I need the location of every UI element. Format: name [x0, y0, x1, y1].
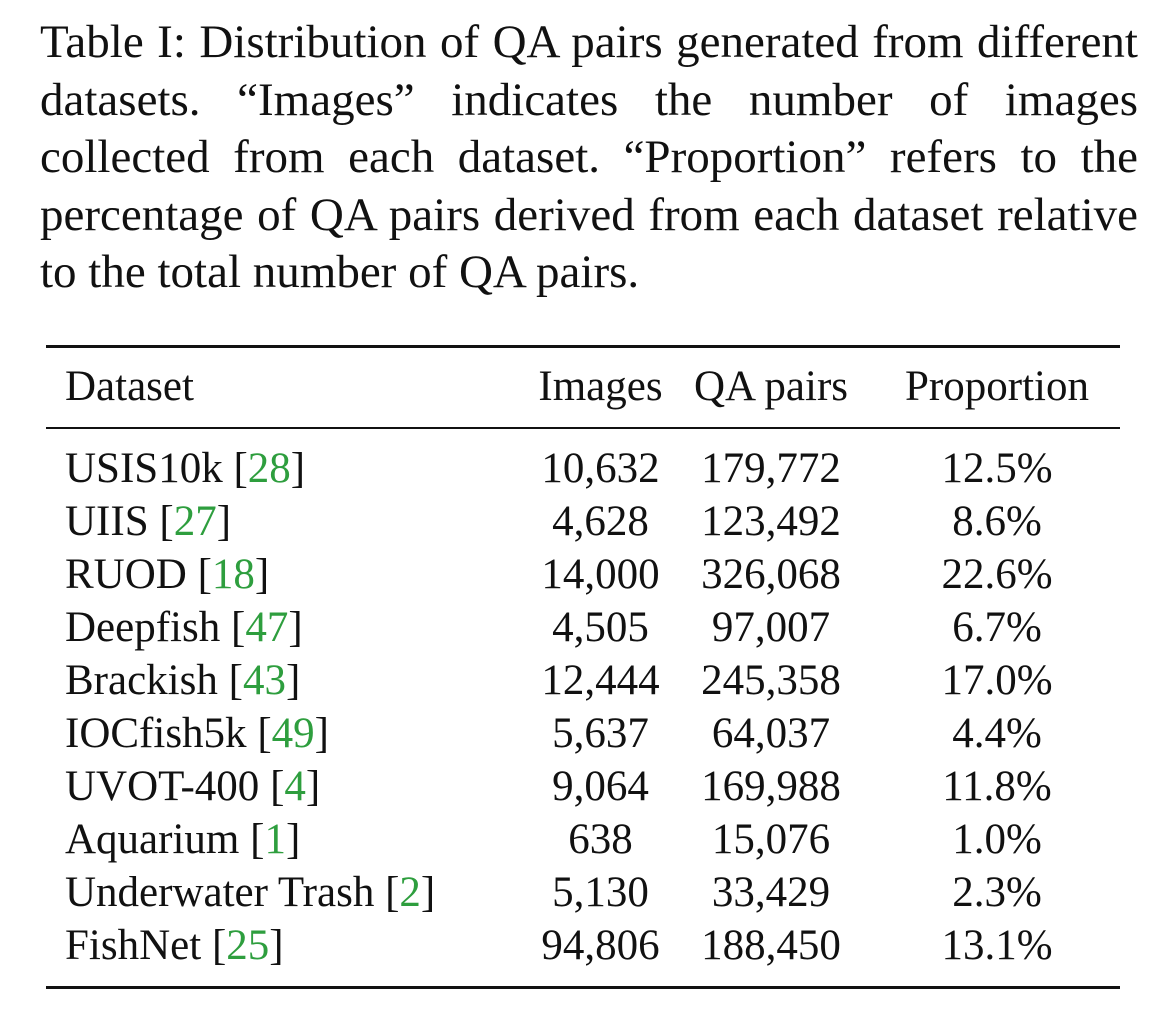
cell-proportion: 8.6%: [952, 498, 1042, 545]
table-row: RUOD [18] 14,000 326,068 22.6%: [46, 548, 1120, 601]
citation-link[interactable]: 27: [173, 498, 217, 545]
cell-qa-pairs: 326,068: [701, 551, 841, 598]
citation-link[interactable]: 43: [242, 657, 286, 704]
cell-proportion: 6.7%: [952, 604, 1042, 651]
cell-images: 94,806: [541, 922, 660, 969]
cell-qa-pairs: 64,037: [711, 710, 831, 757]
citation-link[interactable]: 49: [271, 710, 315, 757]
cell-dataset: Aquarium [1]: [65, 816, 301, 863]
cell-images: 14,000: [541, 551, 660, 598]
table-row: FishNet [25] 94,806 188,450 13.1%: [46, 919, 1120, 972]
data-table: Dataset Images QA pairs Proportion USIS1…: [46, 345, 1120, 972]
cell-qa-pairs: 33,429: [711, 869, 831, 916]
header-images: Images: [538, 363, 663, 410]
table-row: Deepfish [47] 4,505 97,007 6.7%: [46, 601, 1120, 654]
cell-dataset: Underwater Trash [2]: [65, 869, 436, 916]
citation-link[interactable]: 4: [284, 763, 306, 810]
cell-dataset: IOCfish5k [49]: [65, 710, 329, 757]
cell-proportion: 2.3%: [952, 869, 1042, 916]
dataset-name: Brackish: [65, 657, 218, 704]
cell-dataset: UVOT-400 [4]: [65, 763, 321, 810]
cell-proportion: 11.8%: [942, 763, 1052, 810]
cell-proportion: 4.4%: [952, 710, 1042, 757]
table-caption: Table I: Distribution of QA pairs genera…: [40, 16, 1138, 298]
citation-link[interactable]: 47: [245, 604, 289, 651]
cell-images: 5,130: [552, 869, 649, 916]
cell-dataset: Deepfish [47]: [65, 604, 303, 651]
table-body: USIS10k [28] 10,632 179,772 12.5% UIIS [27] 4…: [46, 429, 1120, 972]
citation-link[interactable]: 28: [247, 445, 291, 492]
cell-proportion: 17.0%: [941, 657, 1053, 704]
dataset-name: IOCfish5k: [65, 710, 247, 757]
citation-link[interactable]: 25: [226, 922, 270, 969]
table-row: Brackish [43] 12,444 245,358 17.0%: [46, 654, 1120, 707]
cell-proportion: 22.6%: [941, 551, 1053, 598]
cell-qa-pairs: 97,007: [711, 604, 831, 651]
dataset-name: UVOT-400: [65, 763, 260, 810]
citation-link[interactable]: 18: [211, 551, 255, 598]
cell-proportion: 12.5%: [941, 445, 1053, 492]
table-top-rule: [46, 345, 1120, 348]
citation-link[interactable]: 1: [264, 816, 286, 863]
cell-dataset: Brackish [43]: [65, 657, 301, 704]
cell-proportion: 13.1%: [941, 922, 1053, 969]
cell-images: 4,505: [552, 604, 649, 651]
cell-proportion: 1.0%: [952, 816, 1042, 863]
table-row: UVOT-400 [4] 9,064 169,988 11.8%: [46, 760, 1120, 813]
dataset-name: Aquarium: [65, 816, 240, 863]
cell-images: 9,064: [552, 763, 649, 810]
table-row: UIIS [27] 4,628 123,492 8.6%: [46, 495, 1120, 548]
dataset-name: Deepfish: [65, 604, 221, 651]
dataset-name: Underwater Trash: [65, 869, 375, 916]
header-qa-pairs: QA pairs: [693, 363, 849, 410]
cell-qa-pairs: 15,076: [711, 816, 831, 863]
cell-qa-pairs: 123,492: [701, 498, 841, 545]
cell-qa-pairs: 245,358: [701, 657, 841, 704]
cell-dataset: USIS10k [28]: [65, 445, 306, 492]
dataset-name: USIS10k: [65, 445, 223, 492]
table-row: Aquarium [1] 638 15,076 1.0%: [46, 813, 1120, 866]
cell-dataset: FishNet [25]: [65, 922, 284, 969]
table-row: IOCfish5k [49] 5,637 64,037 4.4%: [46, 707, 1120, 760]
dataset-name: UIIS: [65, 498, 149, 545]
citation-link[interactable]: 2: [399, 869, 421, 916]
cell-dataset: RUOD [18]: [65, 551, 270, 598]
cell-images: 4,628: [552, 498, 649, 545]
cell-qa-pairs: 169,988: [701, 763, 841, 810]
header-dataset: Dataset: [65, 363, 194, 410]
table-bottom-rule: [46, 986, 1120, 989]
cell-images: 10,632: [541, 445, 660, 492]
dataset-name: FishNet: [65, 922, 202, 969]
table-row: Underwater Trash [2] 5,130 33,429 2.3%: [46, 866, 1120, 919]
dataset-name: RUOD: [65, 551, 187, 598]
cell-qa-pairs: 179,772: [701, 445, 841, 492]
cell-images: 5,637: [552, 710, 649, 757]
table-header-row: Dataset Images QA pairs Proportion: [46, 345, 1120, 429]
cell-dataset: UIIS [27]: [65, 498, 232, 545]
cell-qa-pairs: 188,450: [701, 922, 841, 969]
header-proportion: Proportion: [905, 363, 1089, 410]
cell-images: 638: [568, 816, 633, 863]
cell-images: 12,444: [541, 657, 660, 704]
table-header-rule: [46, 427, 1120, 429]
table-row: USIS10k [28] 10,632 179,772 12.5%: [46, 429, 1120, 495]
